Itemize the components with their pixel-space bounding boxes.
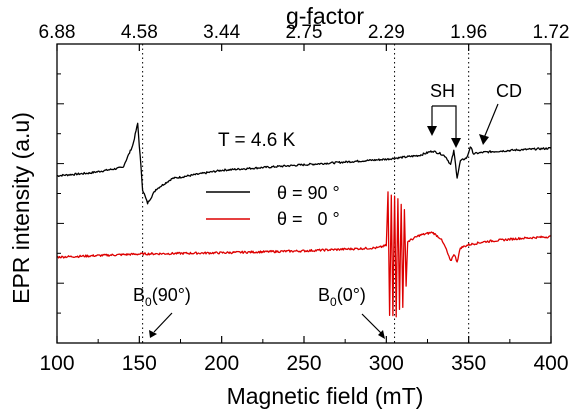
left-axis	[57, 73, 551, 314]
x-tick-label: 150	[122, 352, 157, 375]
x-tick-label: 100	[39, 352, 74, 375]
top-tick-label: 1.72	[533, 22, 570, 43]
legend-label-90: θ = 90 °	[277, 183, 340, 203]
cd-label: CD	[496, 81, 522, 101]
series-layer	[56, 122, 552, 318]
top-tick-label: 2.29	[368, 22, 405, 43]
top-tick-label: 1.96	[450, 22, 487, 43]
cd-arrow-shaft	[483, 103, 499, 139]
y-axis-label: EPR intensity (a.u)	[8, 112, 34, 304]
temperature-annotation: T = 4.6 K	[218, 130, 296, 151]
x-tick-label: 300	[369, 352, 404, 375]
reference-lines	[142, 44, 470, 343]
x-tick-label: 400	[533, 352, 568, 375]
sh-label: SH	[430, 81, 455, 101]
b0-90-label: B0(90°)	[133, 285, 191, 309]
x-tick-label: 200	[204, 352, 239, 375]
top-tick-label: 2.75	[286, 22, 323, 43]
b0-0-label: B0(0°)	[318, 285, 366, 309]
legend: θ = 90 ° θ = 0 °	[206, 183, 340, 229]
series-line	[56, 122, 552, 205]
top-tick-label: 3.44	[203, 22, 240, 43]
series-line	[56, 191, 552, 318]
bottom-axis: 100 150 200 250 300 350 400	[39, 336, 569, 375]
cd-arrow-head	[479, 134, 489, 145]
x-tick-label: 350	[451, 352, 486, 375]
sh-bracket-arrow	[431, 105, 457, 140]
b0-90-arrow-head	[149, 330, 157, 338]
top-tick-label: 6.88	[39, 22, 76, 43]
b0-90-arrow-shaft	[153, 312, 173, 333]
sh-arrow-head-left	[427, 126, 437, 136]
legend-label-0: θ = 0 °	[277, 209, 340, 229]
b0-0-arrow-head	[378, 330, 385, 339]
top-tick-label: 4.58	[121, 22, 158, 43]
x-axis-label: Magnetic field (mT)	[227, 383, 424, 409]
top-axis: 6.88 4.58 3.44 2.75 2.29 1.96 1.72	[39, 22, 570, 51]
b0-0-arrow-shaft	[361, 313, 382, 334]
x-tick-label: 250	[286, 352, 321, 375]
sh-arrow-head-right	[451, 138, 461, 148]
top-axis-label: g-factor	[286, 3, 364, 29]
